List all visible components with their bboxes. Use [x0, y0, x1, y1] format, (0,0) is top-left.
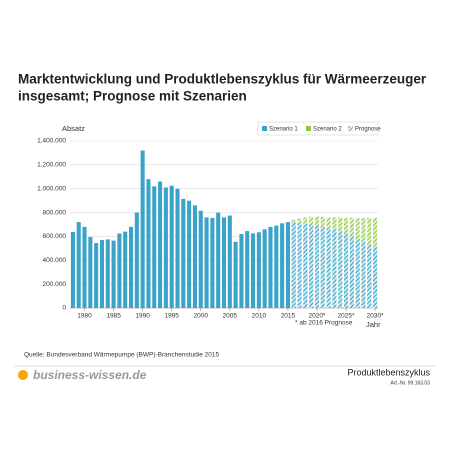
x-tick-label: 1980	[77, 313, 92, 320]
bar	[326, 228, 331, 308]
bar	[268, 226, 273, 308]
legend-swatch	[348, 126, 353, 131]
x-tick-label: 2030*	[367, 313, 384, 320]
bar	[134, 212, 139, 308]
bar	[146, 179, 151, 308]
y-tick-label: 1.200.000	[37, 162, 66, 169]
bar	[158, 181, 163, 308]
bar	[320, 226, 325, 308]
y-tick-label: 600.000	[43, 233, 67, 240]
bar	[105, 239, 110, 308]
legend-box	[257, 121, 379, 136]
bar	[314, 225, 320, 308]
bar	[309, 224, 314, 308]
bar	[233, 241, 238, 308]
bar	[76, 222, 81, 308]
bar	[117, 233, 122, 308]
brand: business-wissen.de	[33, 368, 147, 382]
y-tick-label: 1.000.000	[37, 185, 66, 192]
legend-swatch	[262, 126, 267, 131]
bar	[111, 240, 116, 308]
legend-label: Szenario 2	[313, 127, 342, 133]
bar	[280, 223, 285, 308]
bar	[344, 234, 349, 308]
bar	[274, 225, 279, 308]
legend-label: Szenario 1	[269, 127, 298, 133]
bar	[216, 212, 221, 308]
bar	[181, 198, 186, 308]
bar	[204, 217, 209, 308]
y-tick-label: 400.000	[43, 257, 67, 264]
bar	[262, 229, 267, 308]
bar	[239, 234, 244, 308]
article: Art.-Nr. 99.163.03	[391, 380, 431, 386]
bar	[88, 237, 93, 308]
bar	[94, 242, 99, 308]
bar	[355, 238, 360, 308]
bar	[303, 223, 308, 308]
bar	[256, 232, 261, 308]
x-tick-label: 2020*	[308, 313, 325, 320]
bar	[192, 205, 197, 308]
bar	[227, 215, 232, 308]
bar	[251, 233, 256, 308]
bar	[163, 187, 168, 308]
y-tick-label: 1.400.000	[37, 138, 66, 145]
x-tick-label: 1990	[135, 313, 150, 320]
bar	[198, 210, 203, 308]
bar	[128, 226, 134, 308]
legend-swatch	[306, 126, 311, 131]
bar	[285, 222, 290, 308]
bar	[245, 231, 250, 308]
legend: Szenario 1 Szenario 2 Prognose	[262, 126, 381, 133]
bar	[175, 188, 180, 308]
y-tick-label: 0	[62, 305, 66, 312]
bar	[99, 240, 104, 308]
bar	[221, 217, 227, 308]
bar	[70, 232, 75, 308]
subtitle: insgesamt; Prognose mit Szenarien	[18, 89, 247, 104]
bar	[332, 229, 337, 308]
legend-label: Prognose	[355, 127, 381, 133]
bar	[82, 226, 87, 308]
bar	[291, 222, 296, 308]
bar	[367, 244, 372, 308]
x-tick-label: 1985	[106, 313, 121, 320]
x-tick-label: 2005	[223, 313, 238, 320]
y-tick-label: 200.000	[43, 281, 67, 288]
bar	[373, 247, 378, 308]
x-tick-label: 2015	[281, 313, 296, 320]
bar	[123, 231, 128, 308]
bar	[210, 217, 215, 308]
y-label: Absatz	[62, 124, 85, 133]
x-tick-label: 1995	[164, 313, 179, 320]
footer-title: Produktlebenszyklus	[347, 367, 430, 377]
x-tick-label: 2025*	[338, 313, 355, 320]
brand-logo	[18, 370, 28, 380]
bar	[361, 241, 366, 308]
x-tick-label: 2010	[252, 313, 267, 320]
bar	[169, 185, 174, 308]
bar	[297, 223, 302, 308]
y-tick-label: 800.000	[43, 209, 67, 216]
bar	[152, 186, 157, 308]
bar	[140, 150, 145, 308]
note: * ab 2016 Prognose	[295, 320, 353, 327]
bar	[187, 200, 192, 308]
x-tick-label: 2000	[194, 313, 209, 320]
source: Quelle: Bundesverband Wärmepumpe (BWP)-B…	[24, 352, 219, 359]
title: Marktentwicklung und Produktlebenszyklus…	[18, 72, 427, 87]
bar	[349, 236, 354, 308]
bar	[338, 231, 343, 308]
x-label: Jahr	[366, 320, 381, 329]
